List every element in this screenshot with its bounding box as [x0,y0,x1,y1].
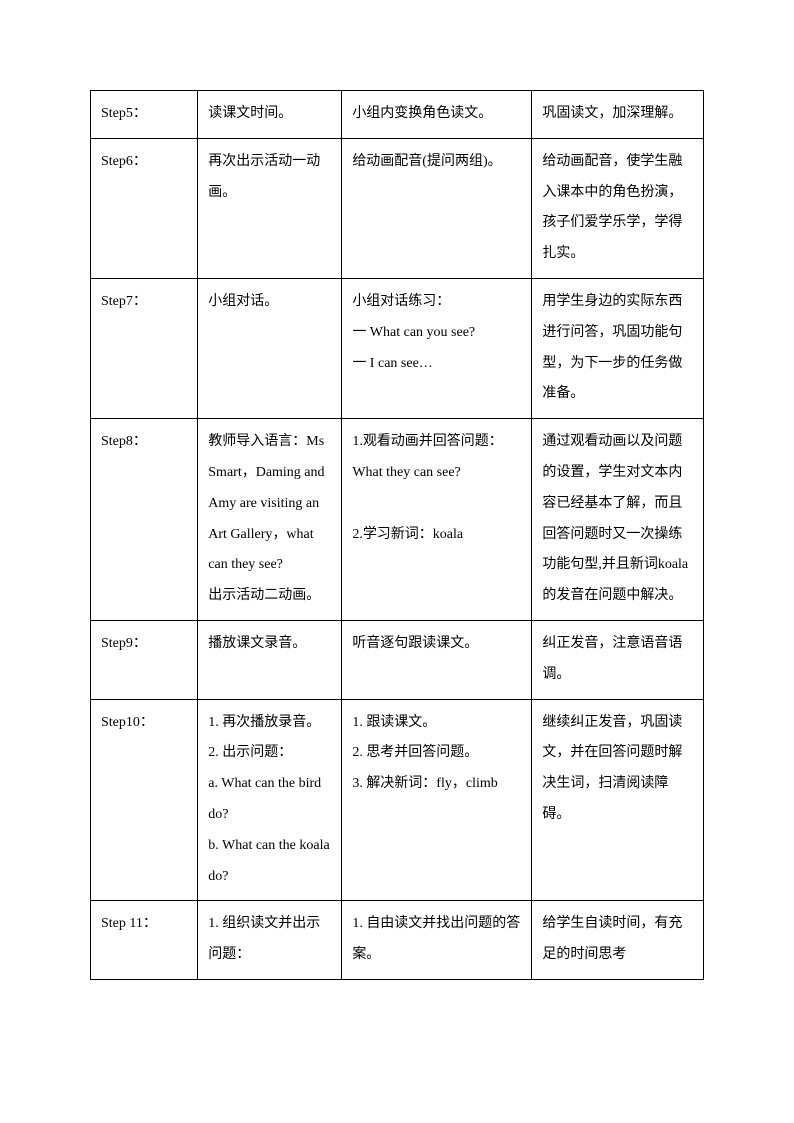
student-activity-cell: 1. 跟读课文。2. 思考并回答问题。3. 解决新词：fly，climb [342,699,532,901]
step-cell: Step7： [91,278,198,418]
student-activity-cell: 小组内变换角色读文。 [342,91,532,139]
teacher-activity-cell: 1. 再次播放录音。2. 出示问题：a. What can the bird d… [198,699,342,901]
table-row: Step9： 播放课文录音。 听音逐句跟读课文。 纠正发音，注意语音语调。 [91,620,704,699]
table-row: Step5： 读课文时间。 小组内变换角色读文。 巩固读文，加深理解。 [91,91,704,139]
step-cell: Step9： [91,620,198,699]
table-row: Step10： 1. 再次播放录音。2. 出示问题：a. What can th… [91,699,704,901]
student-activity-cell: 1. 自由读文并找出问题的答案。 [342,901,532,980]
purpose-cell: 纠正发音，注意语音语调。 [532,620,704,699]
purpose-cell: 给学生自读时间，有充足的时间思考 [532,901,704,980]
table-row: Step7： 小组对话。 小组对话练习：一 What can you see?一… [91,278,704,418]
teacher-activity-cell: 教师导入语言：Ms Smart，Daming and Amy are visit… [198,419,342,621]
teacher-activity-cell: 1. 组织读文并出示问题： [198,901,342,980]
step-cell: Step5： [91,91,198,139]
teacher-activity-cell: 再次出示活动一动画。 [198,138,342,278]
teacher-activity-cell: 播放课文录音。 [198,620,342,699]
student-activity-cell: 给动画配音(提问两组)。 [342,138,532,278]
step-cell: Step6： [91,138,198,278]
table-row: Step6： 再次出示活动一动画。 给动画配音(提问两组)。 给动画配音，使学生… [91,138,704,278]
teacher-activity-cell: 读课文时间。 [198,91,342,139]
student-activity-cell: 小组对话练习：一 What can you see?一 I can see… [342,278,532,418]
purpose-cell: 巩固读文，加深理解。 [532,91,704,139]
lesson-plan-table: Step5： 读课文时间。 小组内变换角色读文。 巩固读文，加深理解。 Step… [90,90,704,980]
purpose-cell: 用学生身边的实际东西进行问答，巩固功能句型，为下一步的任务做准备。 [532,278,704,418]
table-row: Step 11： 1. 组织读文并出示问题： 1. 自由读文并找出问题的答案。 … [91,901,704,980]
purpose-cell: 继续纠正发音，巩固读文，并在回答问题时解决生词，扫清阅读障碍。 [532,699,704,901]
purpose-cell: 给动画配音，使学生融入课本中的角色扮演，孩子们爱学乐学，学得扎实。 [532,138,704,278]
purpose-cell: 通过观看动画以及问题的设置，学生对文本内容已经基本了解，而且回答问题时又一次操练… [532,419,704,621]
step-cell: Step10： [91,699,198,901]
table-row: Step8： 教师导入语言：Ms Smart，Daming and Amy ar… [91,419,704,621]
step-cell: Step 11： [91,901,198,980]
student-activity-cell: 听音逐句跟读课文。 [342,620,532,699]
step-cell: Step8： [91,419,198,621]
student-activity-cell: 1.观看动画并回答问题：What they can see?2.学习新词：koa… [342,419,532,621]
teacher-activity-cell: 小组对话。 [198,278,342,418]
